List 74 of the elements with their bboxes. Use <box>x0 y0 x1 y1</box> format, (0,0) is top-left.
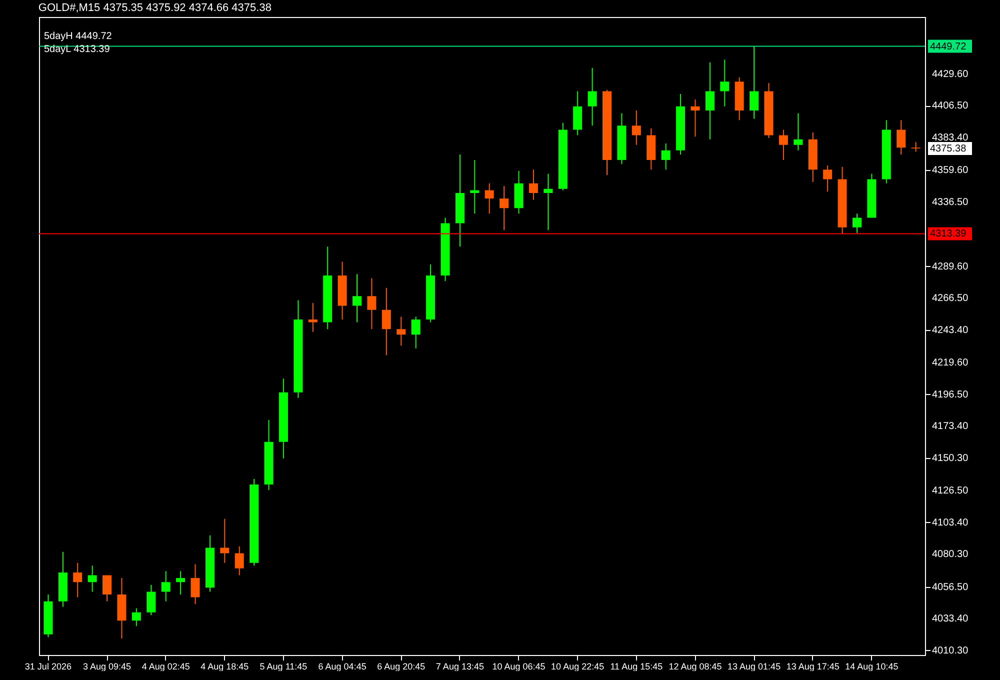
candlestick <box>352 274 362 323</box>
y-tick-label: 4383.40 <box>932 132 969 144</box>
candlestick <box>234 546 244 576</box>
candlestick <box>396 316 406 346</box>
ref-line-label: 4313.39 <box>930 228 967 240</box>
candlestick <box>528 169 538 200</box>
y-tick-label: 4219.60 <box>932 358 969 369</box>
y-tick-label: 4359.60 <box>932 165 969 176</box>
y-tick-label: 4266.50 <box>932 293 969 304</box>
candlestick <box>308 302 318 332</box>
y-tick-label: 4173.40 <box>932 421 969 432</box>
y-tick-label: 4243.40 <box>932 324 969 336</box>
y-tick-label: 4336.50 <box>932 196 969 208</box>
candlestick <box>573 90 582 136</box>
y-tick-label: 4150.30 <box>932 452 969 464</box>
annotation: 5dayH 4449.72 <box>44 31 112 42</box>
x-tick-label: 14 Aug 10:45 <box>845 662 898 672</box>
y-tick-label: 4406.50 <box>932 100 969 112</box>
candlestick <box>73 562 82 598</box>
y-tick-label: 4429.60 <box>932 68 969 80</box>
x-tick-label: 12 Aug 08:45 <box>668 662 722 672</box>
candlestick <box>411 316 420 349</box>
x-tick-label: 13 Aug 17:45 <box>786 662 840 672</box>
candlestick <box>632 110 641 146</box>
text: 4375.38 <box>930 143 967 154</box>
y-tick-label: 4080.30 <box>932 549 969 560</box>
candlestick <box>823 165 832 192</box>
ref-line-label: 4449.72 <box>930 41 967 52</box>
x-tick-label: 3 Aug 09:45 <box>82 662 132 672</box>
candlestick <box>690 99 700 138</box>
chart-title: GOLD#,M15 4375.35 4375.92 4374.66 4375.38 <box>38 2 272 14</box>
candlestick <box>102 574 112 602</box>
x-tick-label: 10 Aug 06:45 <box>492 662 546 672</box>
candlestick <box>484 182 494 214</box>
x-tick-label: 4 Aug 18:45 <box>200 662 249 672</box>
candlestick <box>382 287 391 356</box>
x-tick-label: 7 Aug 13:45 <box>436 662 484 672</box>
candlestick <box>720 59 730 107</box>
candlestick <box>794 112 803 151</box>
y-tick-label: 4289.60 <box>932 261 969 272</box>
candlestick <box>588 67 597 126</box>
candlestick <box>161 570 170 602</box>
x-tick-label: 11 Aug 15:45 <box>610 662 663 672</box>
candlestick <box>750 46 759 120</box>
x-tick-label: 31 Jul 2026 <box>24 662 72 672</box>
candlestick <box>88 565 97 592</box>
candlestick <box>852 213 862 234</box>
x-tick-label: 6 Aug 04:45 <box>318 662 366 672</box>
candlestick <box>544 173 553 231</box>
y-tick-label: 4196.50 <box>932 389 969 400</box>
candlestick <box>190 564 200 605</box>
candlestick <box>500 186 509 231</box>
candlestick <box>911 142 920 152</box>
x-tick-label: 6 Aug 20:45 <box>377 662 426 672</box>
candlestick <box>470 160 480 214</box>
y-tick-label: 4126.50 <box>932 486 969 497</box>
y-tick-label: 4010.30 <box>932 645 969 656</box>
x-tick-label: 5 Aug 11:45 <box>260 662 308 672</box>
candlestick <box>176 570 186 595</box>
annotation: 5dayL 4313.39 <box>44 44 110 55</box>
candlestick <box>220 518 230 564</box>
candlestick <box>705 62 714 140</box>
candlestick <box>132 608 141 627</box>
y-tick-label: 4033.40 <box>932 614 969 625</box>
y-tick-label: 4103.40 <box>932 517 969 528</box>
x-tick-label: 13 Aug 01:45 <box>728 662 781 672</box>
candlestick <box>367 278 376 330</box>
candlestick <box>146 584 156 616</box>
x-tick-label: 4 Aug 02:45 <box>142 662 190 672</box>
y-tick-label: 4056.50 <box>932 582 969 593</box>
candlestick <box>896 120 906 155</box>
candlestick <box>661 143 670 170</box>
x-tick-label: 10 Aug 22:45 <box>551 662 604 672</box>
candlestick <box>778 129 788 160</box>
